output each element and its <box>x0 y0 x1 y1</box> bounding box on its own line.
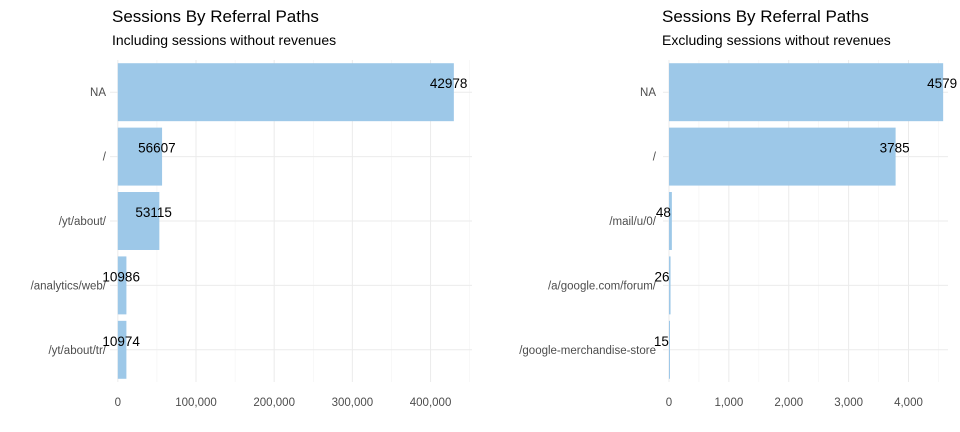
left-x-tick-label-1: 100,000 <box>175 397 217 409</box>
right-x-ticks: 0 1,000 2,000 3,000 4,000 <box>666 397 923 409</box>
left-category-label-0: NA <box>90 87 106 99</box>
right-bar-3 <box>668 256 671 315</box>
right-category-label-1: / <box>653 152 657 164</box>
right-data-label-0: 4579 <box>927 76 957 91</box>
right-bar-4 <box>668 320 670 379</box>
left-data-label-4: 10974 <box>102 334 140 349</box>
right-data-label-3: 26 <box>655 269 670 284</box>
left-x-ticks: 0 100,000 200,000 300,000 400,000 <box>115 397 452 409</box>
right-x-tick-label-2: 2,000 <box>774 397 803 409</box>
left-data-label-3: 10986 <box>102 269 140 284</box>
left-bars <box>117 63 454 379</box>
right-category-label-4: /google-merchandise-store <box>519 345 656 357</box>
left-chart-title: Sessions By Referral Paths <box>112 7 319 26</box>
right-bar-0 <box>668 63 944 122</box>
right-data-label-2: 48 <box>656 205 671 220</box>
right-bar-1 <box>668 127 896 186</box>
right-x-tick-label-1: 1,000 <box>714 397 743 409</box>
left-data-label-2: 53115 <box>135 205 172 220</box>
left-data-label-1: 56607 <box>138 141 176 156</box>
right-category-label-0: NA <box>640 87 656 99</box>
right-category-labels: NA / /mail/u/0/ /a/google.com/forum/ /google… <box>519 87 657 357</box>
left-x-tick-label-0: 0 <box>115 397 121 409</box>
left-bar-3 <box>117 256 127 315</box>
left-x-tick-label-2: 200,000 <box>253 397 295 409</box>
left-bar-4 <box>117 320 127 379</box>
left-x-tick-label-3: 300,000 <box>332 397 374 409</box>
right-chart-title: Sessions By Referral Paths <box>662 7 869 26</box>
right-bars <box>668 63 944 379</box>
right-chart-subtitle: Excluding sessions without revenues <box>662 32 891 48</box>
left-data-label-0: 42978 <box>430 76 468 91</box>
left-bar-0 <box>117 63 454 122</box>
left-bar-1 <box>117 127 163 186</box>
left-data-labels: 42978 56607 53115 10986 10974 <box>102 76 467 349</box>
right-x-tick-label-3: 3,000 <box>834 397 863 409</box>
left-chart-panel: Sessions By Referral Paths Including ses… <box>31 7 472 409</box>
left-category-labels: NA / /yt/about/ /analytics/web/ /yt/about/tr… <box>31 87 107 357</box>
left-x-tick-label-4: 400,000 <box>410 397 452 409</box>
left-category-label-4: /yt/about/tr/ <box>48 345 106 357</box>
right-category-label-3: /a/google.com/forum/ <box>548 280 657 292</box>
right-data-label-4: 15 <box>654 334 669 349</box>
left-category-label-1: / <box>103 152 107 164</box>
left-category-label-3: /analytics/web/ <box>31 280 107 292</box>
left-category-label-2: /yt/about/ <box>59 216 107 228</box>
right-bar-2 <box>668 192 672 250</box>
right-data-labels: 4579 3785 48 26 15 <box>654 76 957 349</box>
right-data-label-1: 3785 <box>880 141 910 156</box>
right-category-label-2: /mail/u/0/ <box>609 216 656 228</box>
left-bar-2 <box>117 192 160 250</box>
left-chart-subtitle: Including sessions without revenues <box>112 32 336 48</box>
right-x-tick-label-0: 0 <box>666 397 672 409</box>
right-x-tick-label-4: 4,000 <box>894 397 923 409</box>
right-chart-panel: Sessions By Referral Paths Excluding ses… <box>519 7 957 409</box>
